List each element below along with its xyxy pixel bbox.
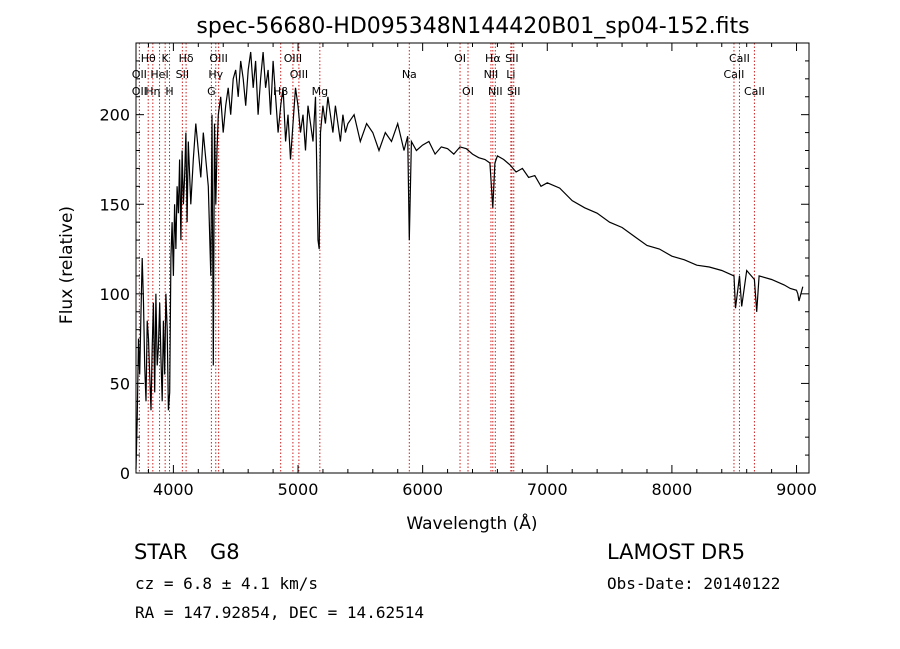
redshift-velocity: cz = 6.8 ± 4.1 km/s bbox=[135, 574, 319, 593]
coordinates: RA = 147.92854, DEC = 14.62514 bbox=[135, 603, 424, 622]
line-label-4: HeI bbox=[150, 68, 168, 81]
line-label-25: CaII bbox=[729, 52, 750, 65]
line-label-8: SII bbox=[176, 68, 189, 81]
plot-frame bbox=[135, 42, 810, 474]
line-label-23: NII bbox=[488, 85, 503, 98]
line-label-11: G bbox=[207, 85, 216, 98]
line-label-6: H bbox=[165, 85, 173, 98]
line-label-13: OIII bbox=[290, 68, 308, 81]
y-tick-label-4: 200 bbox=[99, 106, 130, 125]
y-axis: 0 50 100 150 200 bbox=[99, 60, 809, 483]
line-label-10: Hγ bbox=[208, 68, 223, 81]
spectrum-series-line bbox=[135, 51, 804, 470]
line-label-7: Hδ bbox=[179, 52, 194, 65]
observation-date: Obs-Date: 20140122 bbox=[607, 574, 781, 593]
line-label-17: OI bbox=[454, 52, 466, 65]
line-label-9: OIII bbox=[209, 52, 227, 65]
object-subclass: G8 bbox=[210, 540, 240, 564]
x-tick-label-5: 9000 bbox=[776, 480, 817, 499]
line-label-15: Mg bbox=[312, 85, 328, 98]
spectral-line-markers bbox=[138, 43, 755, 473]
x-tick-label-1: 5000 bbox=[278, 480, 319, 499]
line-label-3: K bbox=[162, 52, 170, 65]
line-label-16: Na bbox=[402, 68, 417, 81]
y-axis-label: Flux (relative) bbox=[57, 206, 77, 324]
chart-title: spec-56680-HD095348N144420B01_sp04-152.f… bbox=[196, 14, 749, 39]
object-class: STAR bbox=[134, 540, 188, 564]
x-tick-label-4: 8000 bbox=[652, 480, 693, 499]
y-tick-label-1: 50 bbox=[110, 374, 130, 393]
line-label-24: SII bbox=[507, 85, 520, 98]
x-tick-label-2: 6000 bbox=[402, 480, 443, 499]
line-label-27: CaII bbox=[744, 85, 765, 98]
line-label-14: Hβ bbox=[273, 85, 288, 98]
line-label-12: OIII bbox=[284, 52, 302, 65]
y-tick-label-0: 0 bbox=[120, 464, 130, 483]
line-label-26: CaII bbox=[724, 68, 745, 81]
x-tick-label-0: 4000 bbox=[153, 480, 194, 499]
x-tick-label-3: 7000 bbox=[527, 480, 568, 499]
survey-label: LAMOST DR5 bbox=[607, 540, 746, 564]
y-tick-label-2: 100 bbox=[99, 285, 130, 304]
line-label-22: Li bbox=[506, 68, 515, 81]
line-label-20: SII bbox=[505, 52, 518, 65]
x-axis-label: Wavelength (Å) bbox=[406, 512, 537, 534]
line-label-19: Hα bbox=[485, 52, 501, 65]
line-label-21: NII bbox=[484, 68, 499, 81]
y-tick-label-3: 150 bbox=[99, 195, 130, 214]
line-label-18: OI bbox=[462, 85, 474, 98]
x-axis: 4000 5000 6000 7000 8000 9000 bbox=[147, 43, 817, 499]
line-label-5: Hη bbox=[145, 85, 160, 98]
line-label-0: Hθ bbox=[141, 52, 156, 65]
